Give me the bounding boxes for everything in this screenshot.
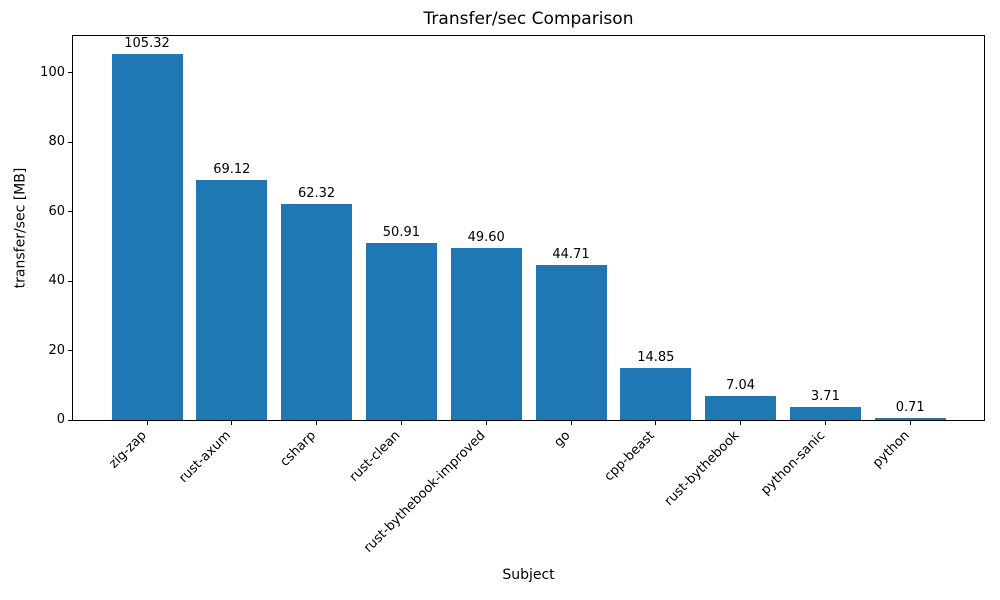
x-tick-label: python [869,428,913,471]
bar [111,54,183,420]
bar-value-label: 14.85 [637,350,675,366]
chart-title: Transfer/sec Comparison [423,9,634,29]
x-tick-mark [231,421,233,425]
y-tick-mark [68,350,72,352]
bar [196,179,268,420]
bar [450,247,522,420]
x-tick-label: go [551,428,574,451]
bar [620,368,692,420]
y-tick-mark [68,141,72,143]
x-tick-label: python-sanic [757,428,828,499]
bar-value-label: 7.04 [726,377,756,393]
bar-value-label: 3.71 [810,389,840,405]
bar [365,243,437,420]
bar-value-label: 0.71 [895,399,925,415]
y-tick-label: 0 [56,412,65,427]
y-tick-mark [68,280,72,282]
x-tick-label: csharp [277,428,319,470]
x-tick-label: cpp-beast [601,428,659,485]
plot-area: 0 20 40 60 80 100 105.32 zig-zap 69.12 rust-axum 6… [40,35,985,556]
bar [281,203,353,420]
x-tick-mark [570,421,572,425]
bar-value-label: 44.71 [552,246,590,262]
x-axis-label: Subject [502,567,555,583]
x-tick-label: zig-zap [105,428,150,472]
bar [705,395,777,420]
x-tick-mark [909,421,911,425]
x-tick-mark [824,421,826,425]
bar [874,417,946,420]
bar-value-label: 62.32 [297,185,336,201]
x-tick-mark [655,421,657,425]
y-tick-label: 100 [40,64,65,80]
x-tick-mark [740,421,742,425]
x-tick-mark [400,421,402,425]
x-tick-label: rust-bythebook [662,428,743,509]
y-tick-mark [68,419,72,421]
y-axis-label: transfer/sec [MB] [12,167,29,289]
y-tick-label: 20 [48,342,65,358]
bar-value-label: 105.32 [124,36,170,52]
y-tick-label: 40 [48,273,65,289]
y-tick-mark [68,72,72,74]
x-tick-mark [485,421,487,425]
y-tick-mark [68,211,72,213]
x-tick-label: rust-axum [176,428,235,486]
x-tick-mark [316,421,318,425]
bar-value-label: 49.60 [467,229,505,245]
y-tick-label: 60 [48,203,65,219]
bar-value-label: 50.91 [382,225,420,241]
y-tick-label: 80 [48,134,65,150]
x-tick-label: rust-clean [347,428,404,485]
bar-value-label: 69.12 [213,161,251,177]
x-tick-mark [146,421,148,425]
bar [789,407,861,420]
bar [535,264,607,420]
